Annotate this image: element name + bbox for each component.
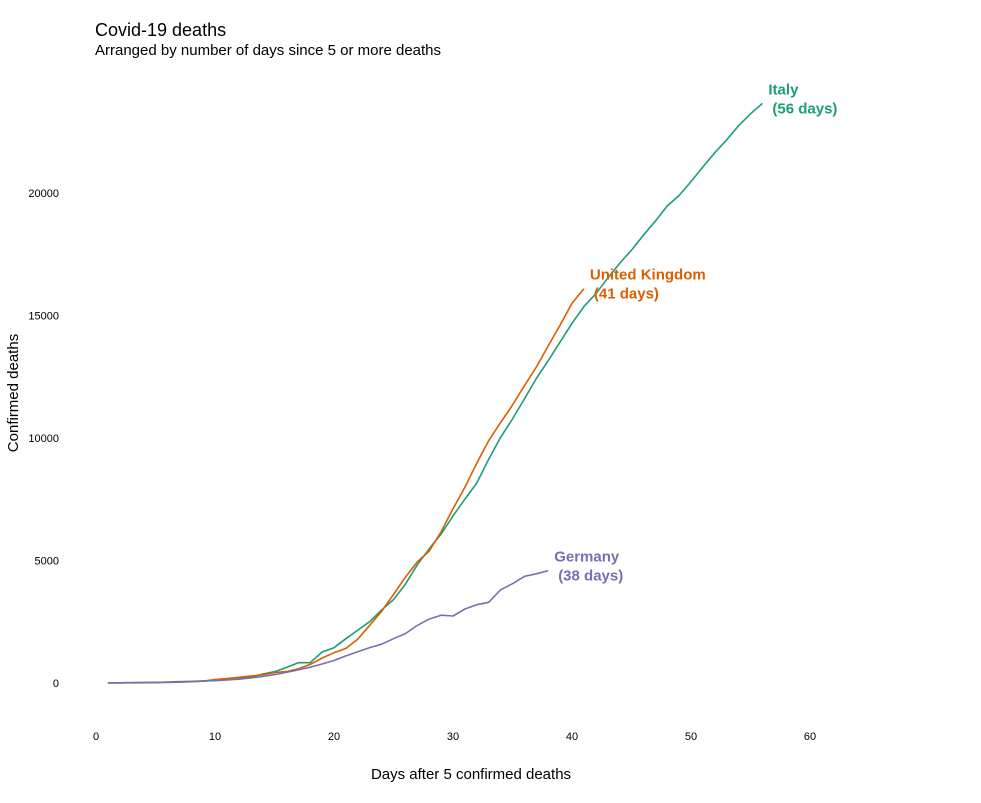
y-tick-label: 5000 <box>35 556 59 568</box>
x-tick-label: 20 <box>328 731 340 743</box>
x-tick-label: 60 <box>804 731 816 743</box>
series-label-united-kingdom: United Kingdom (41 days) <box>590 267 706 303</box>
series-lines <box>107 102 763 684</box>
x-axis-title: Days after 5 confirmed deaths <box>371 766 571 783</box>
series-label-italy: Italy (56 days) <box>768 81 837 117</box>
x-tick-label: 30 <box>447 731 459 743</box>
y-tick-label: 20000 <box>28 188 59 200</box>
series-label-germany: Germany (38 days) <box>554 549 623 585</box>
y-tick-label: 0 <box>53 678 59 690</box>
x-tick-label: 50 <box>685 731 697 743</box>
chart-subtitle: Arranged by number of days since 5 or mo… <box>95 42 442 59</box>
y-tick-label: 15000 <box>28 311 59 323</box>
series-line-germany <box>107 569 549 684</box>
series-line-united-kingdom <box>107 288 585 684</box>
series-labels: Italy (56 days) United Kingdom (41 days) Ger… <box>554 81 837 584</box>
y-axis-ticks: 0 5000 10000 15000 20000 <box>28 188 59 690</box>
x-tick-label: 0 <box>93 731 99 743</box>
x-tick-label: 10 <box>209 731 221 743</box>
chart-title: Covid-19 deaths <box>95 20 227 40</box>
x-tick-label: 40 <box>566 731 578 743</box>
x-axis-ticks: 0 10 20 30 40 50 60 <box>93 731 816 743</box>
series-line-italy <box>107 102 763 684</box>
y-axis-title: Confirmed deaths <box>5 334 22 452</box>
y-tick-label: 10000 <box>28 433 59 445</box>
